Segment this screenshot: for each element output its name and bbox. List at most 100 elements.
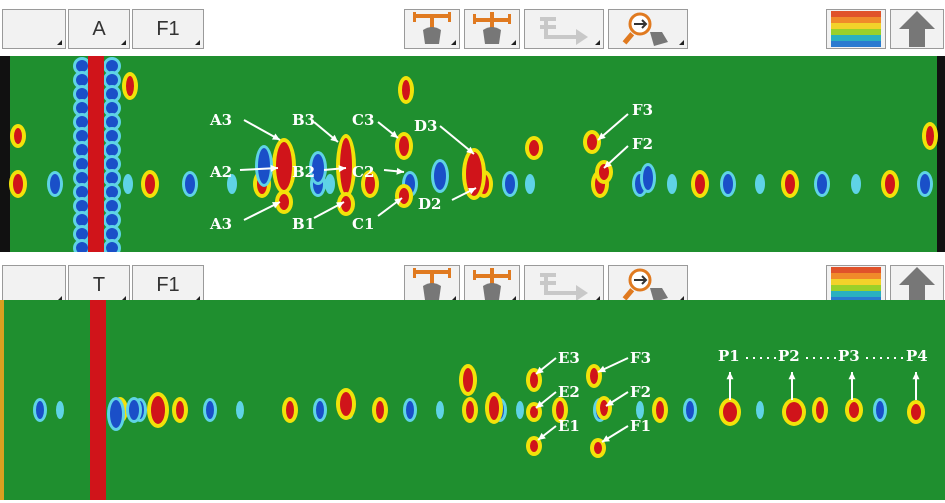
noise-spot [436, 401, 444, 419]
defect-spot [76, 144, 88, 156]
noise-spot [636, 401, 644, 419]
pointer-arrowhead [788, 372, 796, 380]
defect-spot [466, 152, 482, 196]
defect-spot [695, 174, 705, 194]
defect-spot [817, 174, 827, 194]
pointer-arrowhead [538, 432, 546, 440]
bottom-channel-dropdown[interactable]: T [68, 265, 130, 305]
label-f3-top: F3 [632, 101, 654, 119]
defect-spot [489, 396, 499, 420]
dropdown-corner-icon [195, 40, 200, 45]
defect-spot [106, 186, 118, 198]
top-depth-gauge-button[interactable] [404, 9, 460, 49]
label-f1-bottom: F1 [630, 417, 652, 435]
dropdown-corner-icon [511, 40, 516, 45]
top-export-button[interactable] [524, 9, 604, 49]
bottom-toolbar: T F1 [0, 256, 945, 306]
defect-spot [786, 402, 802, 422]
noise-spot [236, 401, 244, 419]
top-zoom-button[interactable] [608, 9, 688, 49]
defect-spot [406, 401, 414, 419]
top-channel-label: A [92, 17, 106, 40]
dropdown-corner-icon [451, 40, 456, 45]
defect-spot [110, 400, 122, 428]
top-up-button[interactable] [890, 9, 944, 49]
noise-spot [325, 174, 335, 194]
pointer-arrowhead [604, 160, 612, 168]
defect-spot [816, 401, 824, 419]
defect-spot [911, 404, 921, 420]
bottom-blank-button[interactable] [2, 265, 66, 305]
label-d2: D2 [418, 195, 442, 213]
top-blank-button[interactable] [2, 9, 66, 49]
defect-spot [206, 401, 214, 419]
export-arrow-icon [540, 273, 588, 301]
label-e2: E2 [558, 383, 580, 401]
defect-spot [656, 401, 664, 419]
bottom-zoom-button[interactable] [608, 265, 688, 305]
bottom-export-button[interactable] [524, 265, 604, 305]
top-channel-dropdown[interactable]: A [68, 9, 130, 49]
up-arrow-icon [899, 267, 935, 303]
bottom-filter-dropdown[interactable]: F1 [132, 265, 204, 305]
defect-spot [594, 442, 602, 454]
top-filter-dropdown[interactable]: F1 [132, 9, 204, 49]
noise-spot [516, 401, 524, 419]
defect-spot [76, 186, 88, 198]
defect-spot [76, 74, 88, 86]
noise-spot [123, 174, 133, 194]
defect-spot [556, 401, 564, 419]
defect-spot [176, 401, 184, 419]
defect-spot [106, 130, 118, 142]
defect-spot [14, 128, 22, 144]
defect-spot [76, 200, 88, 212]
defect-spot [106, 74, 118, 86]
defect-spot [279, 194, 289, 210]
top-filter-label: F1 [156, 17, 180, 40]
bottom-depth-gauge-alt-button[interactable] [464, 265, 520, 305]
pointer-arrowhead [390, 130, 398, 138]
defect-spot [106, 242, 118, 252]
defect-spot [340, 138, 352, 194]
label-b1: B1 [292, 215, 316, 233]
pointer-line [439, 125, 475, 155]
up-arrow-icon [899, 11, 935, 47]
label-c3: C3 [352, 111, 375, 129]
noise-spot [227, 174, 237, 194]
defect-spot [76, 242, 88, 252]
bottom-palette-button[interactable] [826, 265, 886, 305]
defect-spot [76, 102, 88, 114]
dropdown-corner-icon [57, 296, 62, 301]
bottom-depth-gauge-button[interactable] [404, 265, 460, 305]
pointer-arrowhead [394, 198, 402, 206]
defect-spot [76, 60, 88, 72]
defect-spot [849, 402, 859, 418]
pointer-arrowhead [330, 134, 338, 142]
color-palette-icon [831, 267, 881, 303]
defect-spot [76, 88, 88, 100]
defect-spot [106, 144, 118, 156]
defect-spot [276, 142, 292, 190]
top-depth-gauge-alt-button[interactable] [464, 9, 520, 49]
top-palette-button[interactable] [826, 9, 886, 49]
defect-spot [376, 401, 384, 419]
defect-spot [13, 174, 23, 194]
depth-gauge-icon [413, 12, 451, 44]
top-toolbar: A F1 [0, 0, 945, 50]
defect-spot [106, 60, 118, 72]
pointer-arrowhead [912, 372, 920, 380]
top-panel: A F1 [0, 0, 945, 252]
defect-spot [723, 174, 733, 194]
bottom-scan-image: E3 E2 E1 F3 F2 F1 P1 P2 P3 P4 [0, 300, 945, 500]
label-p4: P4 [906, 347, 928, 365]
defect-spot [529, 140, 539, 156]
label-f2-bottom: F2 [630, 383, 652, 401]
scan-left-edge [0, 300, 4, 500]
defect-spot [587, 134, 597, 150]
defect-spot [530, 406, 538, 418]
bottom-up-button[interactable] [890, 265, 944, 305]
defect-spot [505, 174, 515, 194]
label-p3: P3 [838, 347, 860, 365]
pointer-arrowhead [726, 372, 734, 380]
defect-spot [50, 174, 60, 194]
